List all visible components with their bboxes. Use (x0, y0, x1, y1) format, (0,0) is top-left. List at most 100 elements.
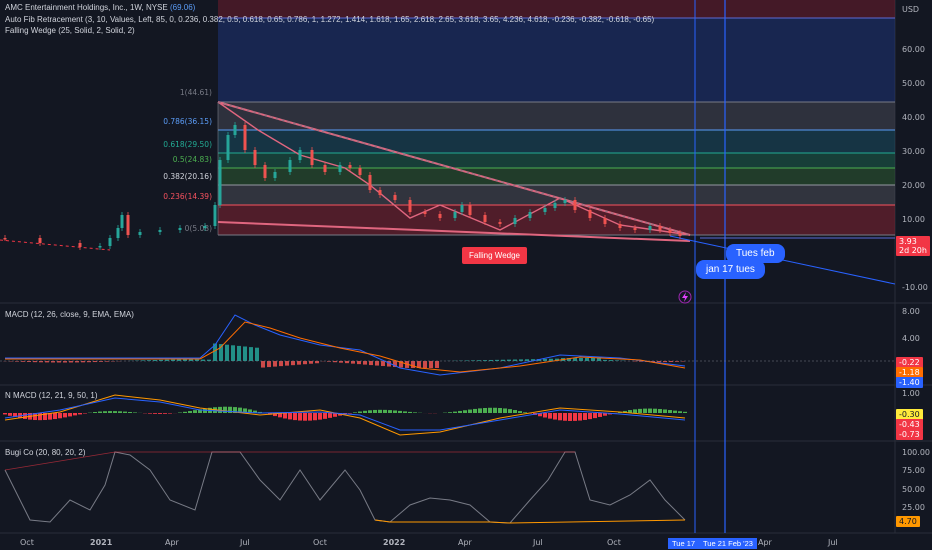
nmacd-tick: 1.00 (902, 389, 920, 398)
nmacd-bar (258, 411, 262, 413)
macd-bar (333, 361, 337, 363)
note-bubble-feb[interactable]: Tues feb (726, 244, 785, 263)
macd-bar (297, 361, 301, 365)
nmacd-bar (183, 411, 187, 413)
date-badge-tue21: Tue 21 Feb '23 (699, 538, 757, 549)
nmacd-bar (53, 413, 57, 420)
nmacd-bar (658, 409, 662, 413)
nmacd-bar (123, 411, 127, 413)
currency-label: USD (902, 5, 919, 14)
macd-bar (555, 358, 559, 361)
macd-bar (423, 361, 427, 368)
bugi-tick: 75.00 (902, 466, 925, 475)
wedge-legend[interactable]: Falling Wedge (25, Solid, 2, Solid, 2) (5, 26, 135, 35)
macd-bar (435, 361, 439, 368)
nmacd-bar (513, 410, 517, 413)
macd-pane (0, 314, 895, 376)
nmacd-bar (298, 413, 302, 421)
macd-bar (477, 360, 481, 361)
macd-bar (591, 358, 595, 361)
macd-bar (63, 361, 67, 363)
bugi-tick: 50.00 (902, 485, 925, 494)
macd-bar (363, 361, 367, 365)
macd-bar (513, 359, 517, 361)
falling-wedge-pattern[interactable] (217, 101, 691, 242)
nmacd-badge: -0.30 (896, 409, 923, 420)
macd-bar (237, 345, 241, 361)
nmacd-bar (553, 413, 557, 420)
macd-bar (417, 361, 421, 368)
nmacd-signal (4, 397, 686, 431)
macd-signal-line (5, 321, 686, 373)
macd-bar (27, 361, 31, 362)
nmacd-bar (573, 413, 577, 421)
nmacd-bar (663, 409, 667, 413)
nmacd-bar (508, 409, 512, 413)
nmacd-bar (538, 413, 542, 417)
nmacd-bar (93, 412, 97, 413)
nmacd-bar (568, 413, 572, 421)
nmacd-bar (248, 409, 252, 413)
nmacd-bar (73, 413, 77, 416)
nmacd-bar (273, 413, 277, 417)
nmacd-bar (678, 411, 682, 413)
bugi-legend[interactable]: Bugi Co (20, 80, 20, 2) (5, 448, 86, 457)
nmacd-bar (48, 413, 52, 420)
fib-retracement[interactable] (217, 0, 895, 236)
nmacd-bar (633, 409, 637, 413)
time-tick: Oct (313, 538, 327, 547)
nmacd-bar (283, 413, 287, 419)
time-tick: 2022 (383, 538, 405, 547)
macd-bar (249, 347, 253, 361)
macd-bar (657, 361, 661, 363)
macd-bar (489, 359, 493, 361)
macd-bar (303, 361, 307, 365)
macd-badge: -1.18 (896, 367, 923, 378)
macd-bar (381, 361, 385, 367)
macd-bar (273, 361, 277, 367)
macd-bar (615, 360, 619, 361)
fib-label-05: 0.5(24.83) (173, 155, 212, 164)
symbol-legend[interactable]: AMC Entertainment Holdings, Inc., 1W, NY… (5, 3, 195, 12)
macd-bar (93, 361, 97, 363)
nmacd-bar (228, 406, 232, 413)
nmacd-bar (383, 409, 387, 413)
bugi-tick: 25.00 (902, 503, 925, 512)
nmacd-bar (253, 410, 257, 413)
nmacd-bar (198, 409, 202, 413)
macd-legend[interactable]: MACD (12, 26, close, 9, EMA, EMA) (5, 310, 134, 319)
time-tick: Apr (165, 538, 180, 547)
macd-bar (15, 361, 19, 362)
nmacd-bar (638, 408, 642, 413)
nmacd-legend[interactable]: N MACD (12, 21, 9, 50, 1) (5, 391, 98, 400)
nmacd-bar (393, 410, 397, 413)
macd-bar (675, 361, 679, 362)
macd-bar (261, 361, 265, 368)
macd-bar (183, 359, 187, 361)
macd-bar (345, 361, 349, 364)
macd-bar (501, 359, 505, 361)
nmacd-bar (158, 413, 162, 414)
note-bubble-jan[interactable]: jan 17 tues (696, 260, 765, 279)
macd-bar (285, 361, 289, 366)
price-tick: -10.00 (902, 283, 928, 292)
macd-bar (171, 359, 175, 361)
nmacd-bar (303, 413, 307, 421)
nmacd-bar (103, 411, 107, 413)
macd-bar (207, 359, 211, 361)
fib-legend[interactable]: Auto Fib Retracement (3, 10, Values, Lef… (5, 15, 655, 24)
nmacd-bar (593, 413, 597, 419)
macd-bar (603, 359, 607, 361)
macd-bar (105, 361, 109, 362)
macd-bar (141, 360, 145, 361)
macd-bar (39, 361, 43, 363)
lightning-icon[interactable] (678, 290, 692, 304)
macd-bar (51, 361, 55, 363)
falling-wedge-label[interactable]: Falling Wedge (462, 247, 527, 264)
nmacd-bar (498, 407, 502, 413)
macd-bar (87, 361, 91, 363)
macd-bar (585, 358, 589, 361)
symbol-last-value: (69.06) (169, 3, 196, 12)
nmacd-badge: -0.73 (896, 429, 923, 440)
